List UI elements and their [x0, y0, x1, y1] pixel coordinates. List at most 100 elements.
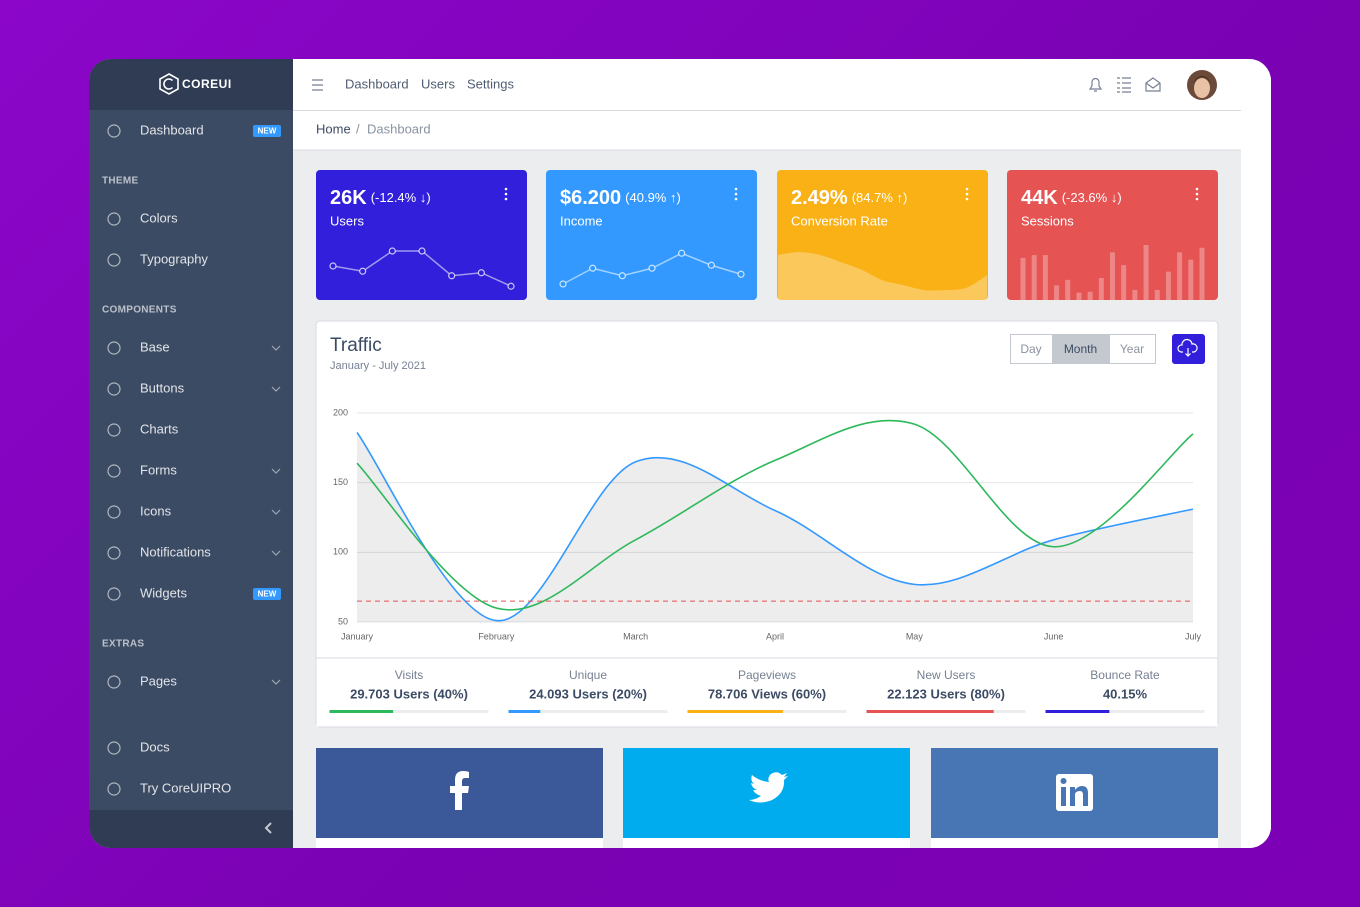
period-button[interactable]: [1052, 334, 1110, 364]
sidebar-item[interactable]: Notifications: [107, 544, 281, 560]
breadcrumb-separator: /: [356, 121, 360, 136]
social-twitter[interactable]: [623, 748, 910, 848]
sparkline-bar: [1020, 257, 1026, 300]
sparkline-bar: [1199, 247, 1205, 300]
sidebar-item[interactable]: Widgets NEW: [107, 585, 281, 601]
widget-menu-dot[interactable]: [504, 187, 508, 191]
progress-track: [329, 710, 489, 713]
widget-menu-dot[interactable]: [504, 192, 508, 196]
sidebar-label: Dashboard: [140, 122, 204, 137]
traffic-footer: [316, 658, 1218, 727]
widget-menu-dot[interactable]: [965, 197, 969, 201]
sidebar-label: Base: [140, 339, 170, 354]
widget-label: Conversion Rate: [791, 213, 888, 228]
y-tick-label: 200: [333, 407, 348, 417]
sparkline-point: [678, 249, 686, 257]
sparkline-bar: [1076, 292, 1082, 300]
social-linkedin[interactable]: [931, 748, 1218, 848]
sidebar-item[interactable]: Typography: [107, 251, 208, 267]
app-window: COREUI Dashboard NEW THEME Colors Typography…: [89, 59, 1271, 848]
widget-menu-dot[interactable]: [734, 192, 738, 196]
widget-menu-dot[interactable]: [734, 197, 738, 201]
sidebar-item[interactable]: Docs: [107, 739, 170, 755]
widget-value-number: 44K: [1021, 187, 1058, 209]
widget-menu-dot[interactable]: [1195, 192, 1199, 196]
sidebar-brand: [89, 59, 293, 110]
sidebar-toggler[interactable]: [89, 810, 293, 848]
progress-bar: [866, 710, 994, 713]
period-button-label: Day: [1020, 342, 1041, 356]
x-tick-label: June: [1044, 631, 1064, 641]
sidebar-item[interactable]: Forms: [107, 462, 281, 478]
header-nav-link[interactable]: Settings: [467, 76, 514, 91]
sidebar-item[interactable]: Charts: [107, 421, 179, 437]
widget-menu-dot[interactable]: [734, 187, 738, 191]
x-tick-label: January: [341, 631, 374, 641]
sidebar-item[interactable]: Pages: [107, 673, 281, 689]
chart-subtitle: January - July 2021: [330, 360, 426, 372]
stat-label: Bounce Rate: [1090, 668, 1160, 682]
sparkline-bar: [1132, 289, 1138, 300]
download-icon: [1177, 338, 1198, 357]
progress-bar: [508, 710, 541, 713]
y-tick-label: 150: [333, 477, 348, 487]
progress-track: [1045, 710, 1205, 713]
period-button[interactable]: [1109, 334, 1156, 364]
sparkline-point: [477, 269, 485, 277]
chart-title: Traffic: [330, 335, 382, 356]
sparkline-bar: [1154, 289, 1160, 300]
sidebar-item[interactable]: Try CoreUIPRO: [107, 780, 231, 796]
widget-label: Income: [560, 213, 603, 228]
header-nav-link[interactable]: Dashboard: [345, 76, 409, 91]
period-button-label: Year: [1120, 342, 1144, 356]
stat-value: 24.093 Users (20%): [529, 686, 647, 701]
header-nav-link[interactable]: Users: [421, 76, 455, 91]
avatar[interactable]: [1187, 70, 1217, 100]
sidebar-item[interactable]: Dashboard NEW: [107, 122, 281, 138]
sparkline-area: [778, 252, 987, 300]
hamburger[interactable]: [312, 79, 323, 91]
sparkline-point: [737, 270, 745, 278]
sidebar-item[interactable]: Base: [107, 339, 281, 355]
sparkline-point: [388, 247, 396, 255]
period-button[interactable]: [1010, 334, 1053, 364]
sidebar-item[interactable]: Icons: [107, 503, 281, 519]
widget-menu-dot[interactable]: [965, 187, 969, 191]
widget-value: 2.49% (84.7% ↑): [791, 187, 907, 209]
widget-card: [1007, 170, 1218, 300]
badge-text: NEW: [258, 127, 277, 136]
widget-change: (-12.4% ↓): [371, 190, 431, 205]
sidebar-icon: [107, 546, 121, 560]
sidebar-label: Widgets: [140, 585, 187, 600]
sparkline-bar: [1065, 279, 1071, 300]
list-icon[interactable]: [1117, 77, 1131, 93]
sparkline-bar: [1177, 252, 1183, 300]
sidebar-icon: [107, 124, 121, 138]
dropdown-chevron: [271, 509, 281, 515]
widget-value: 26K (-12.4% ↓): [330, 187, 431, 209]
stat-label: New Users: [917, 668, 976, 682]
brand-logo: [159, 73, 179, 95]
widget-menu-dot[interactable]: [965, 192, 969, 196]
sidebar-item[interactable]: Buttons: [107, 380, 281, 396]
sparkline-bar: [1121, 265, 1127, 300]
dropdown-chevron: [271, 345, 281, 351]
sidebar-section: EXTRAS: [102, 639, 144, 650]
x-tick-label: July: [1185, 631, 1202, 641]
widget-menu-dot[interactable]: [1195, 187, 1199, 191]
sidebar-icon: [107, 253, 121, 267]
sparkline-bar: [1110, 252, 1115, 300]
sidebar-section: THEME: [102, 176, 139, 187]
widget-menu-dot[interactable]: [504, 197, 508, 201]
x-tick-label: March: [623, 631, 648, 641]
widget-label: Sessions: [1021, 213, 1074, 228]
badge: [253, 588, 281, 600]
social-facebook[interactable]: [316, 748, 603, 848]
breadcrumb-item[interactable]: Home: [316, 121, 351, 136]
widget-change: (84.7% ↑): [852, 190, 908, 205]
sidebar-item[interactable]: Colors: [107, 210, 178, 226]
mail-icon[interactable]: [1145, 77, 1161, 92]
widget-menu-dot[interactable]: [1195, 197, 1199, 201]
dropdown-chevron: [271, 550, 281, 556]
bell-icon[interactable]: [1088, 77, 1103, 92]
